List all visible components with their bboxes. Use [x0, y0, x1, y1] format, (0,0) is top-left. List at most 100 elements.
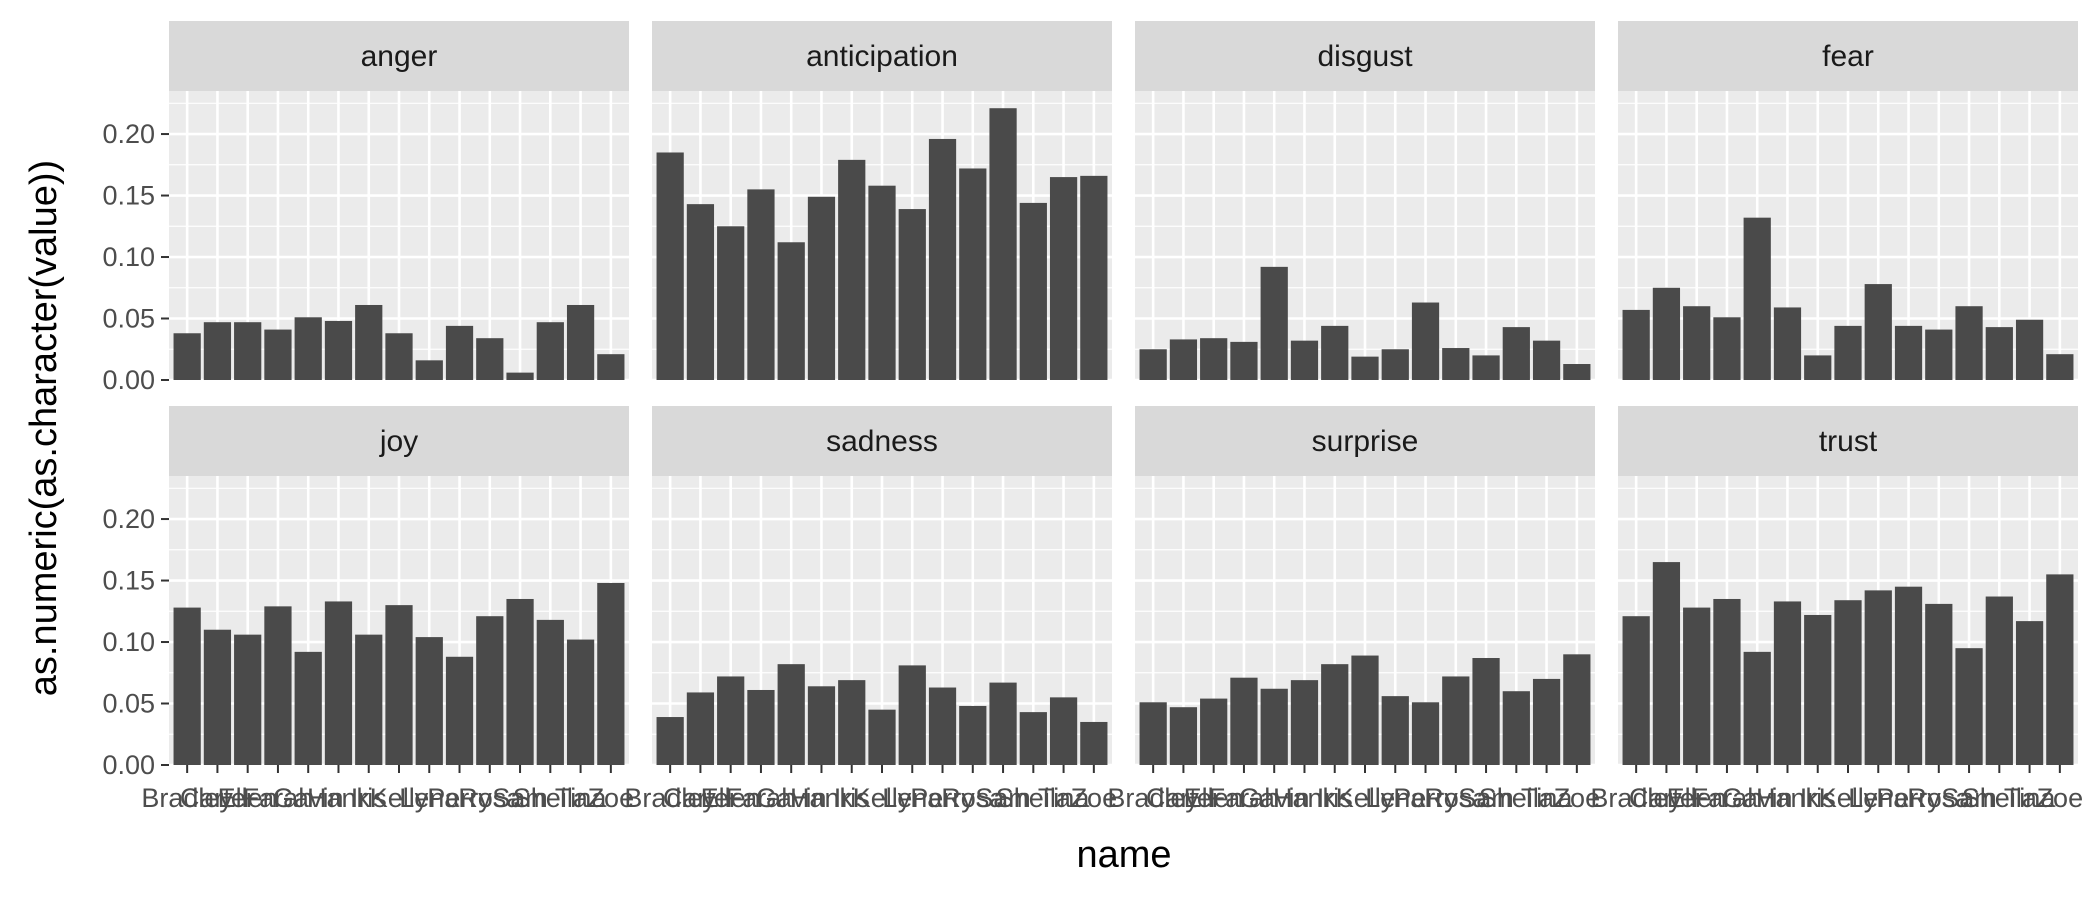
facet-strip	[1618, 406, 2078, 476]
x-tick-label: Bradley	[1107, 783, 1199, 813]
y-axis-title: as.numeric(as.character(value))	[23, 160, 65, 696]
x-tick-label: Carter	[663, 783, 738, 813]
bar-trust-Carter	[1652, 562, 1681, 765]
x-tick-label: Rosa	[458, 783, 522, 813]
bar-fear-Iris	[1804, 355, 1832, 380]
y-tick-label: 0.05	[102, 689, 155, 719]
x-tick-label: Gavin	[1239, 783, 1310, 813]
x-tick-label: Kelly	[1336, 783, 1395, 813]
x-tick-label: Sheila	[1962, 783, 2038, 813]
bar-joy-Sam	[506, 598, 534, 765]
x-tick-label: Hank	[1756, 783, 1820, 813]
bar-surprise-Ellen	[1200, 698, 1228, 765]
bar-sadness-Tina	[1049, 697, 1078, 765]
facet-strip	[652, 21, 1112, 91]
bar-sadness-Perry	[928, 687, 957, 765]
bar-surprise-Carter	[1169, 707, 1198, 765]
bar-disgust-Kelly	[1351, 356, 1379, 380]
x-tick-label: Rosa	[1907, 783, 1971, 813]
bar-sadness-Sam	[989, 682, 1017, 765]
bar-sadness-Rosa	[959, 705, 987, 765]
bar-disgust-Ellen	[1200, 338, 1228, 380]
bar-disgust-Sheila	[1502, 327, 1530, 380]
bar-disgust-Tina	[1532, 340, 1561, 380]
bar-sadness-Bradley	[656, 717, 684, 765]
bar-anticipation-Sheila	[1019, 202, 1047, 380]
bar-fear-Perry	[1894, 325, 1923, 380]
facet-strip	[1618, 21, 2078, 91]
bar-anger-Rosa	[476, 338, 504, 380]
y-tick-label: 0.20	[102, 504, 155, 534]
x-tick-label: Sheila	[996, 783, 1072, 813]
bar-fear-Rosa	[1925, 329, 1953, 380]
facet-panel-surprise: surprise BradleyCarterEllenFarahGavinHank…	[1107, 406, 1600, 813]
bar-sadness-Lena	[898, 665, 926, 765]
x-axis-title: name	[1076, 834, 1171, 876]
bar-trust-Bradley	[1622, 616, 1650, 765]
x-tick-label: Perry	[427, 783, 492, 813]
bar-disgust-Zoe	[1563, 364, 1591, 380]
facet-strip-label: fear	[1822, 40, 1874, 73]
bar-surprise-Zoe	[1563, 654, 1591, 765]
bar-anger-Kelly	[385, 333, 413, 380]
bar-trust-Perry	[1894, 586, 1923, 765]
x-tick-label: Lena	[1365, 783, 1426, 813]
y-tick-label: 0.10	[102, 242, 155, 272]
bar-joy-Hank	[324, 601, 353, 765]
bar-disgust-Bradley	[1139, 349, 1167, 380]
bar-trust-Gavin	[1743, 651, 1771, 765]
x-tick-label: Gavin	[1722, 783, 1793, 813]
facet-panel-trust: trust BradleyCarterEllenFarahGavinHankIri…	[1590, 406, 2083, 813]
bar-disgust-Carter	[1169, 339, 1198, 380]
bar-trust-Tina	[2015, 621, 2044, 765]
bar-trust-Hank	[1773, 601, 1802, 765]
bar-joy-Ellen	[234, 634, 262, 765]
bar-surprise-Hank	[1290, 680, 1319, 765]
facet-panel-disgust: disgust	[1135, 21, 1595, 382]
x-tick-label: Ellen	[1667, 783, 1727, 813]
bar-trust-Lena	[1864, 590, 1892, 765]
x-tick-label: Lena	[882, 783, 943, 813]
bar-fear-Carter	[1652, 287, 1681, 380]
x-tick-label: Perry	[1876, 783, 1941, 813]
x-tick-label: Kelly	[853, 783, 912, 813]
x-tick-label: Zoe	[1071, 783, 1118, 813]
facet-panel-fear: fear	[1618, 21, 2078, 382]
bar-anticipation-Perry	[928, 138, 957, 380]
bar-surprise-Tina	[1532, 678, 1561, 765]
bar-surprise-Perry	[1411, 702, 1440, 765]
bar-disgust-Gavin	[1260, 266, 1288, 380]
facet-strip-label: anger	[361, 40, 438, 73]
bar-anger-Farah	[264, 329, 292, 380]
facet-strip	[1135, 21, 1595, 91]
bar-surprise-Gavin	[1260, 688, 1288, 765]
x-tick-label: Farah	[1209, 783, 1280, 813]
facet-strip-label: joy	[379, 425, 418, 458]
x-tick-label: Carter	[180, 783, 255, 813]
facet-panel-anger: anger 0.00 0.05 0.10 0.15 0.20	[102, 21, 629, 395]
bar-sadness-Hank	[807, 686, 836, 765]
bar-anticipation-Zoe	[1080, 175, 1108, 380]
bar-disgust-Rosa	[1442, 348, 1470, 380]
bar-surprise-Sam	[1472, 658, 1500, 765]
x-tick-label: Ellen	[1184, 783, 1244, 813]
bar-sadness-Iris	[838, 680, 866, 765]
bar-fear-Tina	[2015, 319, 2044, 380]
bar-anger-Sam	[506, 372, 534, 380]
bar-anger-Lena	[415, 360, 443, 380]
facet-panel-anticipation: anticipation	[652, 21, 1112, 382]
facet-strip-label: anticipation	[806, 40, 958, 73]
bar-sadness-Kelly	[868, 709, 896, 765]
bar-anticipation-Iris	[838, 159, 866, 380]
bar-trust-Zoe	[2046, 574, 2074, 765]
bar-anticipation-Carter	[686, 204, 715, 380]
x-tick-label: Zoe	[2037, 783, 2084, 813]
x-tick-label: Kelly	[1819, 783, 1878, 813]
bar-fear-Sam	[1955, 306, 1983, 380]
x-tick-label: Rosa	[941, 783, 1005, 813]
bar-anger-Carter	[203, 322, 232, 380]
x-tick-label: Lena	[1848, 783, 1909, 813]
bar-fear-Farah	[1713, 317, 1741, 380]
x-tick-label: Gavin	[756, 783, 827, 813]
